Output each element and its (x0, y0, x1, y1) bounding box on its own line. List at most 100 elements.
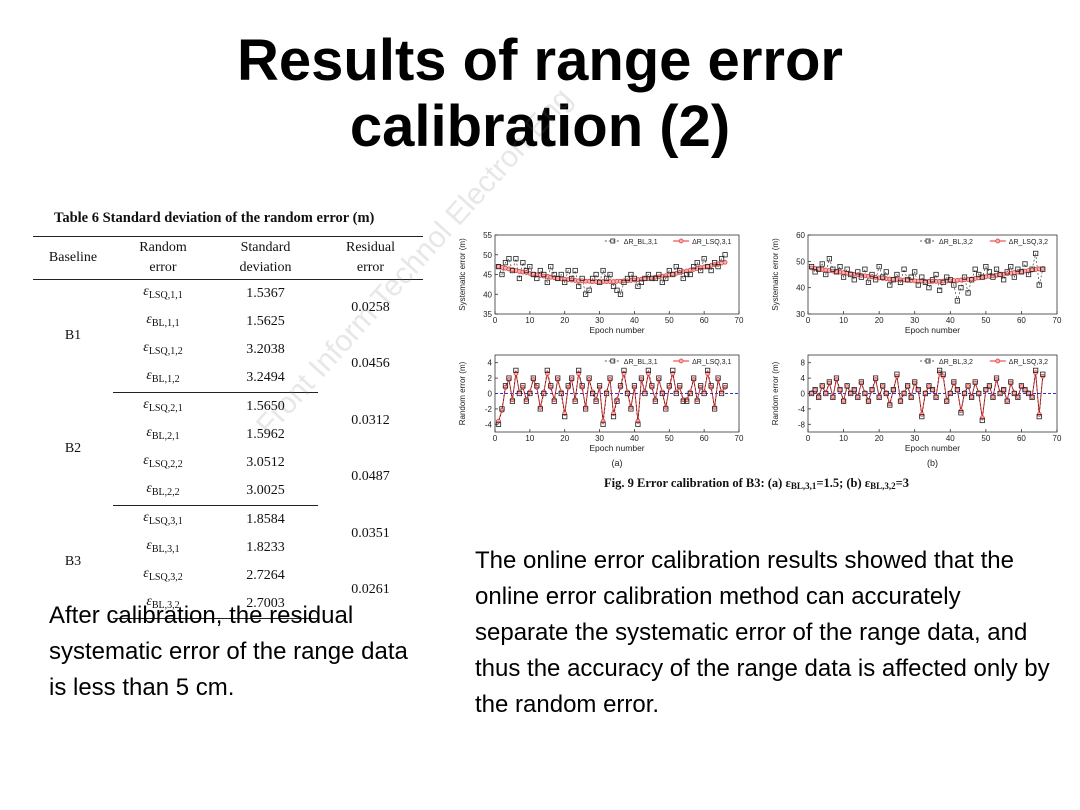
bl-point (694, 398, 700, 404)
bl-point (572, 267, 578, 274)
bl-point (858, 274, 864, 280)
std-deviation-cell: 2.7003 (213, 590, 318, 619)
bl-point (929, 277, 936, 283)
bl-point (972, 266, 978, 272)
random-error-cell: εBL,1,2 (113, 364, 213, 393)
bl-point (908, 274, 914, 280)
bl-point (1008, 264, 1014, 270)
legend-lsq-marker (678, 238, 684, 244)
bl-point (583, 291, 589, 297)
slide-title-line2: calibration (2) (349, 94, 731, 159)
epsilon-symbol: ε (146, 312, 152, 327)
bl-point (586, 375, 592, 381)
bl-point (940, 279, 946, 286)
lsq-point (891, 387, 896, 393)
bl-point (499, 406, 505, 412)
bl-point (919, 274, 925, 280)
bl-point (541, 390, 547, 397)
bl-point (1015, 266, 1021, 272)
bl-point (677, 267, 683, 274)
bl-point (579, 383, 585, 389)
bl-point (944, 274, 950, 280)
table-row: εLSQ,1,2 3.2038 0.0456 (33, 336, 423, 371)
bl-point (530, 271, 536, 278)
bl-point (951, 379, 957, 385)
x-tick-label: 50 (981, 434, 990, 443)
bl-point (495, 421, 502, 427)
bl-point (993, 266, 1000, 272)
bl-point (659, 279, 665, 286)
bl-point (1008, 379, 1014, 385)
bl-point (823, 390, 829, 397)
bl-point (579, 275, 585, 282)
x-tick-label: 0 (806, 316, 811, 325)
legend-lsq-marker (995, 238, 1001, 244)
left-paragraph: After calibration, the residual systemat… (49, 602, 408, 701)
lsq-point (915, 387, 921, 393)
bl-point (652, 275, 658, 282)
bl-point (983, 387, 989, 393)
lsq-point (614, 397, 620, 403)
bl-point (951, 282, 957, 288)
bl-point (816, 394, 822, 400)
table-header-row: Baseline Random error Standard deviation R… (33, 236, 423, 280)
bl-point (572, 398, 578, 404)
lsq-point (586, 377, 592, 382)
x-tick-label: 40 (946, 316, 955, 325)
y-tick-label: 40 (796, 284, 805, 293)
lsq-point (558, 389, 564, 395)
header-res-label: Residual (346, 240, 395, 255)
lsq-point (635, 418, 641, 424)
y-tick-label: 50 (796, 257, 805, 266)
lsq-point (656, 377, 662, 382)
random-error-cell: εLSQ,1,1 (113, 280, 213, 309)
lsq-point (659, 389, 665, 395)
epsilon-symbol: ε (146, 481, 152, 496)
bl-point (555, 275, 561, 282)
bl-point (534, 275, 540, 282)
bl-point (495, 264, 502, 270)
bl-point (908, 394, 914, 400)
bl-point (851, 277, 857, 283)
bl-point (513, 367, 519, 374)
bl-point (929, 387, 936, 393)
bl-point (583, 406, 589, 412)
lsq-point (625, 389, 630, 395)
bl-point (830, 394, 836, 400)
bl-point (548, 264, 554, 270)
bl-point (937, 287, 943, 293)
bl-point (1029, 394, 1035, 400)
epsilon-symbol: ε (146, 594, 152, 609)
x-tick-label: 60 (1017, 316, 1026, 325)
x-tick-label: 70 (1053, 316, 1062, 325)
lsq-point (569, 377, 575, 382)
y-tick-label: -8 (798, 420, 806, 429)
residual-error-cell: 0.0487 (351, 469, 390, 485)
x-tick-label: 30 (910, 434, 919, 443)
table-row: εBL,1,2 3.2494 (33, 364, 423, 393)
lsq-point (719, 389, 724, 395)
bl-point (954, 387, 960, 393)
bl-point (624, 390, 631, 397)
bl-point (687, 271, 693, 278)
bl-point (544, 367, 550, 374)
bl-point (844, 266, 850, 272)
bl-point (872, 375, 879, 381)
epsilon-subscript: LSQ,2,2 (148, 459, 183, 470)
bl-point (969, 277, 975, 283)
lsq-point (496, 418, 501, 424)
legend-lsq-marker (678, 358, 684, 364)
bl-point (722, 252, 728, 258)
bl-point (819, 383, 825, 389)
baseline-cell: B2 (64, 441, 82, 456)
epsilon-subscript: BL,2,2 (151, 487, 180, 498)
random-error-cell: εBL,2,2 (113, 477, 213, 506)
bl-point (701, 390, 707, 397)
header-random-label: Random (139, 240, 187, 255)
lsq-point (548, 384, 554, 390)
std-deviation-cell: 1.5650 (246, 399, 285, 414)
bl-point (548, 383, 554, 389)
bl-point (904, 277, 911, 283)
bl-point (855, 394, 861, 400)
epsilon-subscript: LSQ,3,1 (148, 516, 183, 527)
